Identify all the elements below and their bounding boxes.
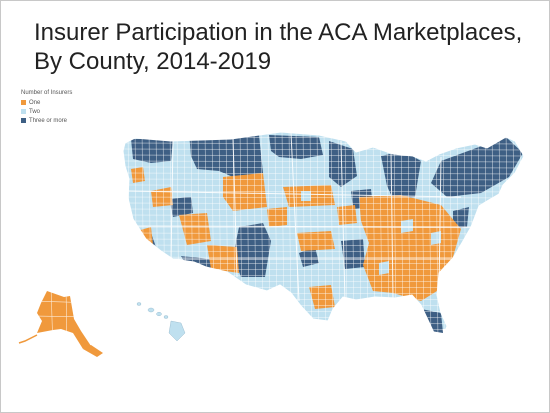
map-title-line-2: By County, 2014-2019	[34, 48, 272, 75]
hawaii	[136, 302, 186, 342]
legend-label-three-or-more: Three or more	[29, 117, 68, 124]
legend-swatch-two	[21, 109, 26, 114]
alaska	[37, 291, 91, 349]
alaska-aleutians	[18, 334, 38, 344]
map-title: Insurer Participation in the ACA Marketp…	[34, 18, 522, 76]
map-title-line-1: Insurer Participation in the ACA Marketp…	[34, 19, 523, 46]
contiguous-us	[123, 132, 524, 339]
legend-item-three-or-more: Three or more	[21, 116, 72, 125]
contiguous-us-outline	[122, 131, 525, 340]
legend-swatch-one	[21, 100, 26, 105]
alaska-panhandle	[83, 345, 103, 357]
legend-swatch-three-or-more	[21, 118, 26, 123]
legend-title: Number of Insurers	[21, 90, 73, 96]
legend-item-one: One	[21, 98, 72, 107]
legend-item-two: Two	[21, 107, 72, 116]
legend: Number of Insurers One Two Three or more	[21, 90, 72, 125]
legend-label-one: One	[29, 99, 41, 106]
legend-label-two: Two	[29, 108, 41, 115]
